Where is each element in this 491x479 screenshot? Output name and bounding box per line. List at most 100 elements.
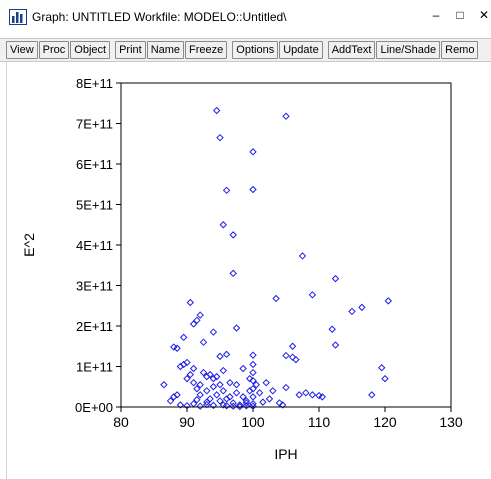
scatter-point [206,370,214,379]
plot-frame [120,82,452,408]
scatter-point [377,364,386,372]
scatter-point [249,368,257,377]
scatter-point [249,402,257,410]
scatter-point [189,378,198,387]
scatter-point [173,344,181,352]
scatter-point [229,402,237,410]
scatter-point [216,352,224,361]
print-button[interactable]: Print [115,41,146,59]
options-button[interactable]: Options [232,41,279,59]
line-shade-button[interactable]: Line/Shade [376,41,441,59]
scatter-point [295,391,303,399]
scatter-point [282,383,290,392]
scatter-point [252,381,261,389]
scatter-point [216,381,224,389]
graph-area[interactable]: 0E+00 1E+11 2E+11 3E+11 4E+11 5E+11 6E+11 7E+11… [6,62,491,479]
scatter-point [239,393,247,401]
scatter-point [203,398,211,406]
scatter-point [262,378,270,387]
y-tick-label: 3E+11 [76,279,113,294]
scatter-point [328,325,336,333]
scatter-point [222,186,231,195]
scatter-point [183,402,191,410]
scatter-point [229,399,237,407]
minimize-button[interactable]: – [432,8,440,22]
scatter-point [193,396,201,404]
scatter-point [236,401,244,409]
y-tick-label: 5E+11 [76,198,113,213]
x-tick-label: 120 [373,414,397,430]
scatter-point [219,366,228,375]
object-button[interactable]: Object [70,41,111,59]
scatter-point [193,385,201,393]
scatter-point [183,358,191,367]
scatter-point [186,298,195,307]
scatter-point [259,398,267,406]
view-button[interactable]: View [6,41,38,59]
scatter-point [173,391,181,399]
proc-button[interactable]: Proc [38,41,70,59]
name-button[interactable]: Name [146,41,185,59]
scatter-point [199,368,208,377]
window-title: Graph: UNTITLED Workfile: MODELO::Untitl… [32,10,287,24]
scatter-point [249,185,257,194]
scatter-point [282,351,290,360]
scatter-point [212,372,221,381]
scatter-point [209,401,218,410]
scatter-point [160,381,168,389]
scatter-point [203,387,211,395]
x-tick-label: 110 [308,414,331,430]
scatter-point [275,399,284,407]
scatter-point [308,291,317,299]
scatter-point [189,320,198,328]
x-tick-label: 130 [439,414,463,430]
scatter-point [249,148,257,156]
scatter-point [381,374,389,383]
scatter-plot: 0E+00 1E+11 2E+11 3E+11 4E+11 5E+11 6E+11 7E+11… [21,76,463,462]
scatter-point [249,385,257,393]
scatter-point [302,389,310,397]
scatter-point [222,350,231,359]
scatter-point [219,387,228,395]
scatter-point [245,374,254,383]
maximize-button[interactable]: □ [456,8,464,22]
scatter-point [272,294,280,303]
scatter-point [196,311,204,319]
scatter-point [249,351,257,359]
scatter-point [232,324,241,332]
y-axis-ticks: 0E+00 1E+11 2E+11 3E+11 4E+11 5E+11 6E+11 7E+11… [75,76,121,415]
remove-button[interactable]: Remo [441,41,479,59]
scatter-point [288,342,297,350]
scatter-point [249,393,257,401]
toolbar-group-object: View Proc Object [6,41,111,59]
scatter-point [196,391,204,399]
scatter-point [358,303,366,312]
scatter-point [265,395,274,403]
freeze-button[interactable]: Freeze [185,41,228,59]
data-points [160,106,393,411]
scatter-point [212,106,221,115]
scatter-point [196,381,204,389]
x-tick-label: 80 [113,414,129,430]
y-tick-label: 0E+00 [75,400,113,415]
window-controls: – □ ✕ [429,8,491,22]
scatter-point [278,401,287,409]
x-axis-ticks: 80 90 100 110 120 130 [113,407,463,430]
close-button[interactable]: ✕ [478,8,490,22]
scatter-point [229,269,237,278]
scatter-point [249,360,257,369]
y-axis-label: E^2 [21,233,37,257]
y-tick-label: 6E+11 [76,157,113,172]
addtext-button[interactable]: AddText [327,41,376,59]
scatter-point [219,221,228,229]
scatter-point [229,231,237,239]
x-tick-label: 100 [241,414,265,430]
toolbar-group-annotate: AddText Line/Shade Remo [327,41,480,59]
scatter-point [176,401,185,409]
scatter-point [288,353,297,361]
update-button[interactable]: Update [279,41,323,59]
graph-toolbar: View Proc Object Print Name Freeze Optio… [0,38,491,62]
scatter-point [308,391,317,399]
title-bar[interactable]: Graph: UNTITLED Workfile: MODELO::Untitl… [0,0,491,34]
y-tick-label: 2E+11 [76,319,113,334]
